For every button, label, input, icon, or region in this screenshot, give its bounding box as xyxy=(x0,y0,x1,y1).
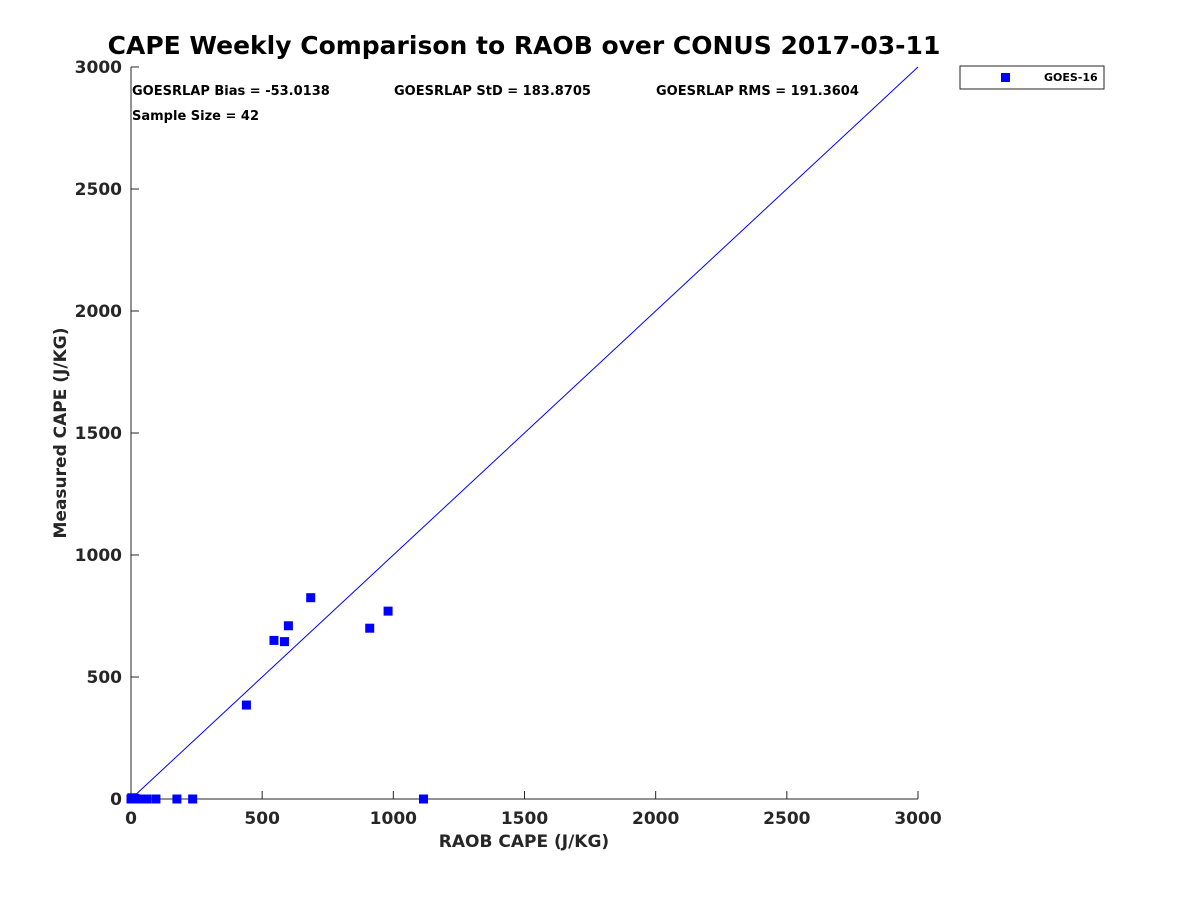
data-point xyxy=(136,794,146,804)
data-point xyxy=(283,621,293,631)
x-tick-label: 2500 xyxy=(763,809,810,829)
annotation-std: GOESRLAP StD = 183.8705 xyxy=(394,84,591,99)
legend-box xyxy=(959,65,1105,90)
data-point xyxy=(269,635,279,645)
y-tick-label: 2500 xyxy=(75,180,122,200)
annotation-sample-size: Sample Size = 42 xyxy=(132,109,259,124)
one-to-one-line xyxy=(130,66,919,800)
data-point xyxy=(188,794,198,804)
y-tick-label: 2000 xyxy=(75,302,122,322)
data-point xyxy=(383,606,393,616)
data-point xyxy=(419,794,429,804)
legend: GOES-16 xyxy=(959,65,1105,90)
data-point xyxy=(151,794,161,804)
y-tick-label: 1000 xyxy=(75,546,122,566)
y-axis-label: Measured CAPE (J/KG) xyxy=(51,328,71,539)
x-axis-label: RAOB CAPE (J/KG) xyxy=(439,832,609,852)
data-point xyxy=(306,593,316,603)
data-point xyxy=(172,794,182,804)
reference-line-group xyxy=(130,66,919,800)
x-tick-label: 0 xyxy=(125,809,137,829)
data-point xyxy=(142,794,152,804)
x-tick-label: 3000 xyxy=(894,809,941,829)
data-point xyxy=(279,637,289,647)
y-tick-label: 3000 xyxy=(75,58,122,78)
annotation-bias: GOESRLAP Bias = -53.0138 xyxy=(132,84,330,99)
y-tick-label: 0 xyxy=(110,790,122,810)
axes: 0 500 1000 1500 2000 2500 3000 0 500 1000 1500 2000… xyxy=(75,58,942,829)
x-tick-label: 1000 xyxy=(370,809,417,829)
chart-title: CAPE Weekly Comparison to RAOB over CONU… xyxy=(108,31,941,60)
data-points xyxy=(126,593,429,804)
annotation-rms: GOESRLAP RMS = 191.3604 xyxy=(656,84,859,99)
legend-marker-square xyxy=(1001,73,1010,82)
legend-label: GOES-16 xyxy=(1044,71,1098,84)
data-point xyxy=(365,623,375,633)
y-tick-label: 1500 xyxy=(75,424,122,444)
x-tick-label: 2000 xyxy=(632,809,679,829)
y-tick-label: 500 xyxy=(87,668,123,688)
x-tick-label: 500 xyxy=(244,809,280,829)
data-point xyxy=(241,700,251,710)
x-tick-label: 1500 xyxy=(501,809,548,829)
